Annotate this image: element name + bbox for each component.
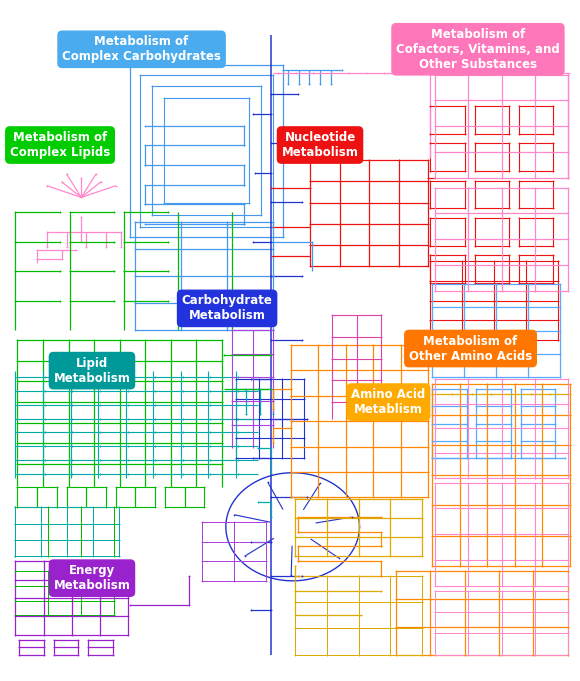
Text: Metabolism of
Cofactors, Vitamins, and
Other Substances: Metabolism of Cofactors, Vitamins, and O… bbox=[396, 28, 560, 71]
Text: Lipid
Metabolism: Lipid Metabolism bbox=[53, 357, 130, 385]
Text: Metabolism of
Complex Lipids: Metabolism of Complex Lipids bbox=[10, 131, 110, 159]
Text: Metabolism of
Other Amino Acids: Metabolism of Other Amino Acids bbox=[409, 334, 532, 362]
Text: Amino Acid
Metablism: Amino Acid Metablism bbox=[351, 388, 426, 416]
Text: Carbohydrate
Metabolism: Carbohydrate Metabolism bbox=[182, 294, 273, 322]
Text: Metabolism of
Complex Carbohydrates: Metabolism of Complex Carbohydrates bbox=[62, 35, 221, 63]
Text: Nucleotide
Metabolism: Nucleotide Metabolism bbox=[281, 131, 358, 159]
Text: Energy
Metabolism: Energy Metabolism bbox=[53, 564, 130, 592]
